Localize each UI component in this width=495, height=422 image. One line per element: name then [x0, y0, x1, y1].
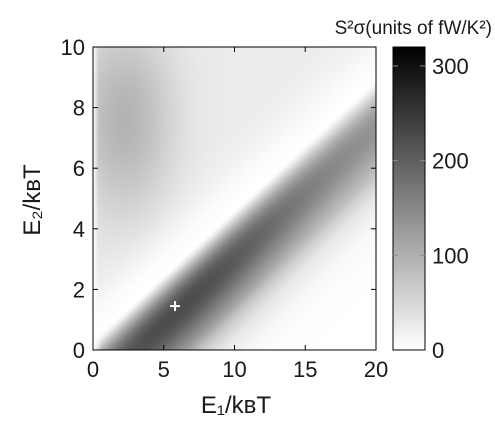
y-tick-label: 2 [73, 277, 85, 302]
y-tick-label: 10 [61, 35, 85, 60]
y-tick-label: 8 [73, 96, 85, 121]
x-axis-label: E₁/kʙT [201, 392, 272, 419]
maximum-marker [170, 301, 181, 312]
x-tick-label: 15 [293, 357, 317, 382]
x-tick-label: 0 [87, 357, 99, 382]
colorbar-title: S²σ(units of fW/K²) [335, 18, 492, 39]
colorbar-tick-label: 300 [432, 54, 469, 79]
x-axis-ticks: 0 5 10 15 20 [87, 47, 388, 382]
y-tick-label: 6 [73, 156, 85, 181]
heatmap-image [93, 47, 376, 350]
colorbar [392, 46, 426, 351]
x-tick-label: 20 [364, 357, 388, 382]
y-axis-label: E₂/kʙT [19, 164, 46, 236]
colorbar-tick-label: 200 [432, 149, 469, 174]
colorbar-tick-label: 100 [432, 243, 469, 268]
y-axis-ticks: 0 2 4 6 8 10 [61, 35, 376, 363]
x-tick-label: 5 [158, 357, 170, 382]
y-tick-label: 4 [73, 217, 85, 242]
y-tick-label: 0 [73, 338, 85, 363]
colorbar-ticks: 0 100 200 300 [393, 54, 469, 363]
x-tick-label: 10 [222, 357, 246, 382]
heatmap-plot-area [93, 47, 376, 350]
colorbar-tick-label: 0 [432, 338, 444, 363]
